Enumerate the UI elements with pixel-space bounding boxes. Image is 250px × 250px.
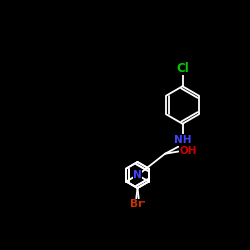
Text: Cl: Cl [176, 62, 189, 75]
Text: OH: OH [179, 146, 197, 156]
Text: N: N [133, 170, 142, 180]
Text: Br: Br [130, 199, 143, 209]
Text: Br: Br [132, 199, 145, 209]
Text: NH: NH [174, 135, 191, 145]
